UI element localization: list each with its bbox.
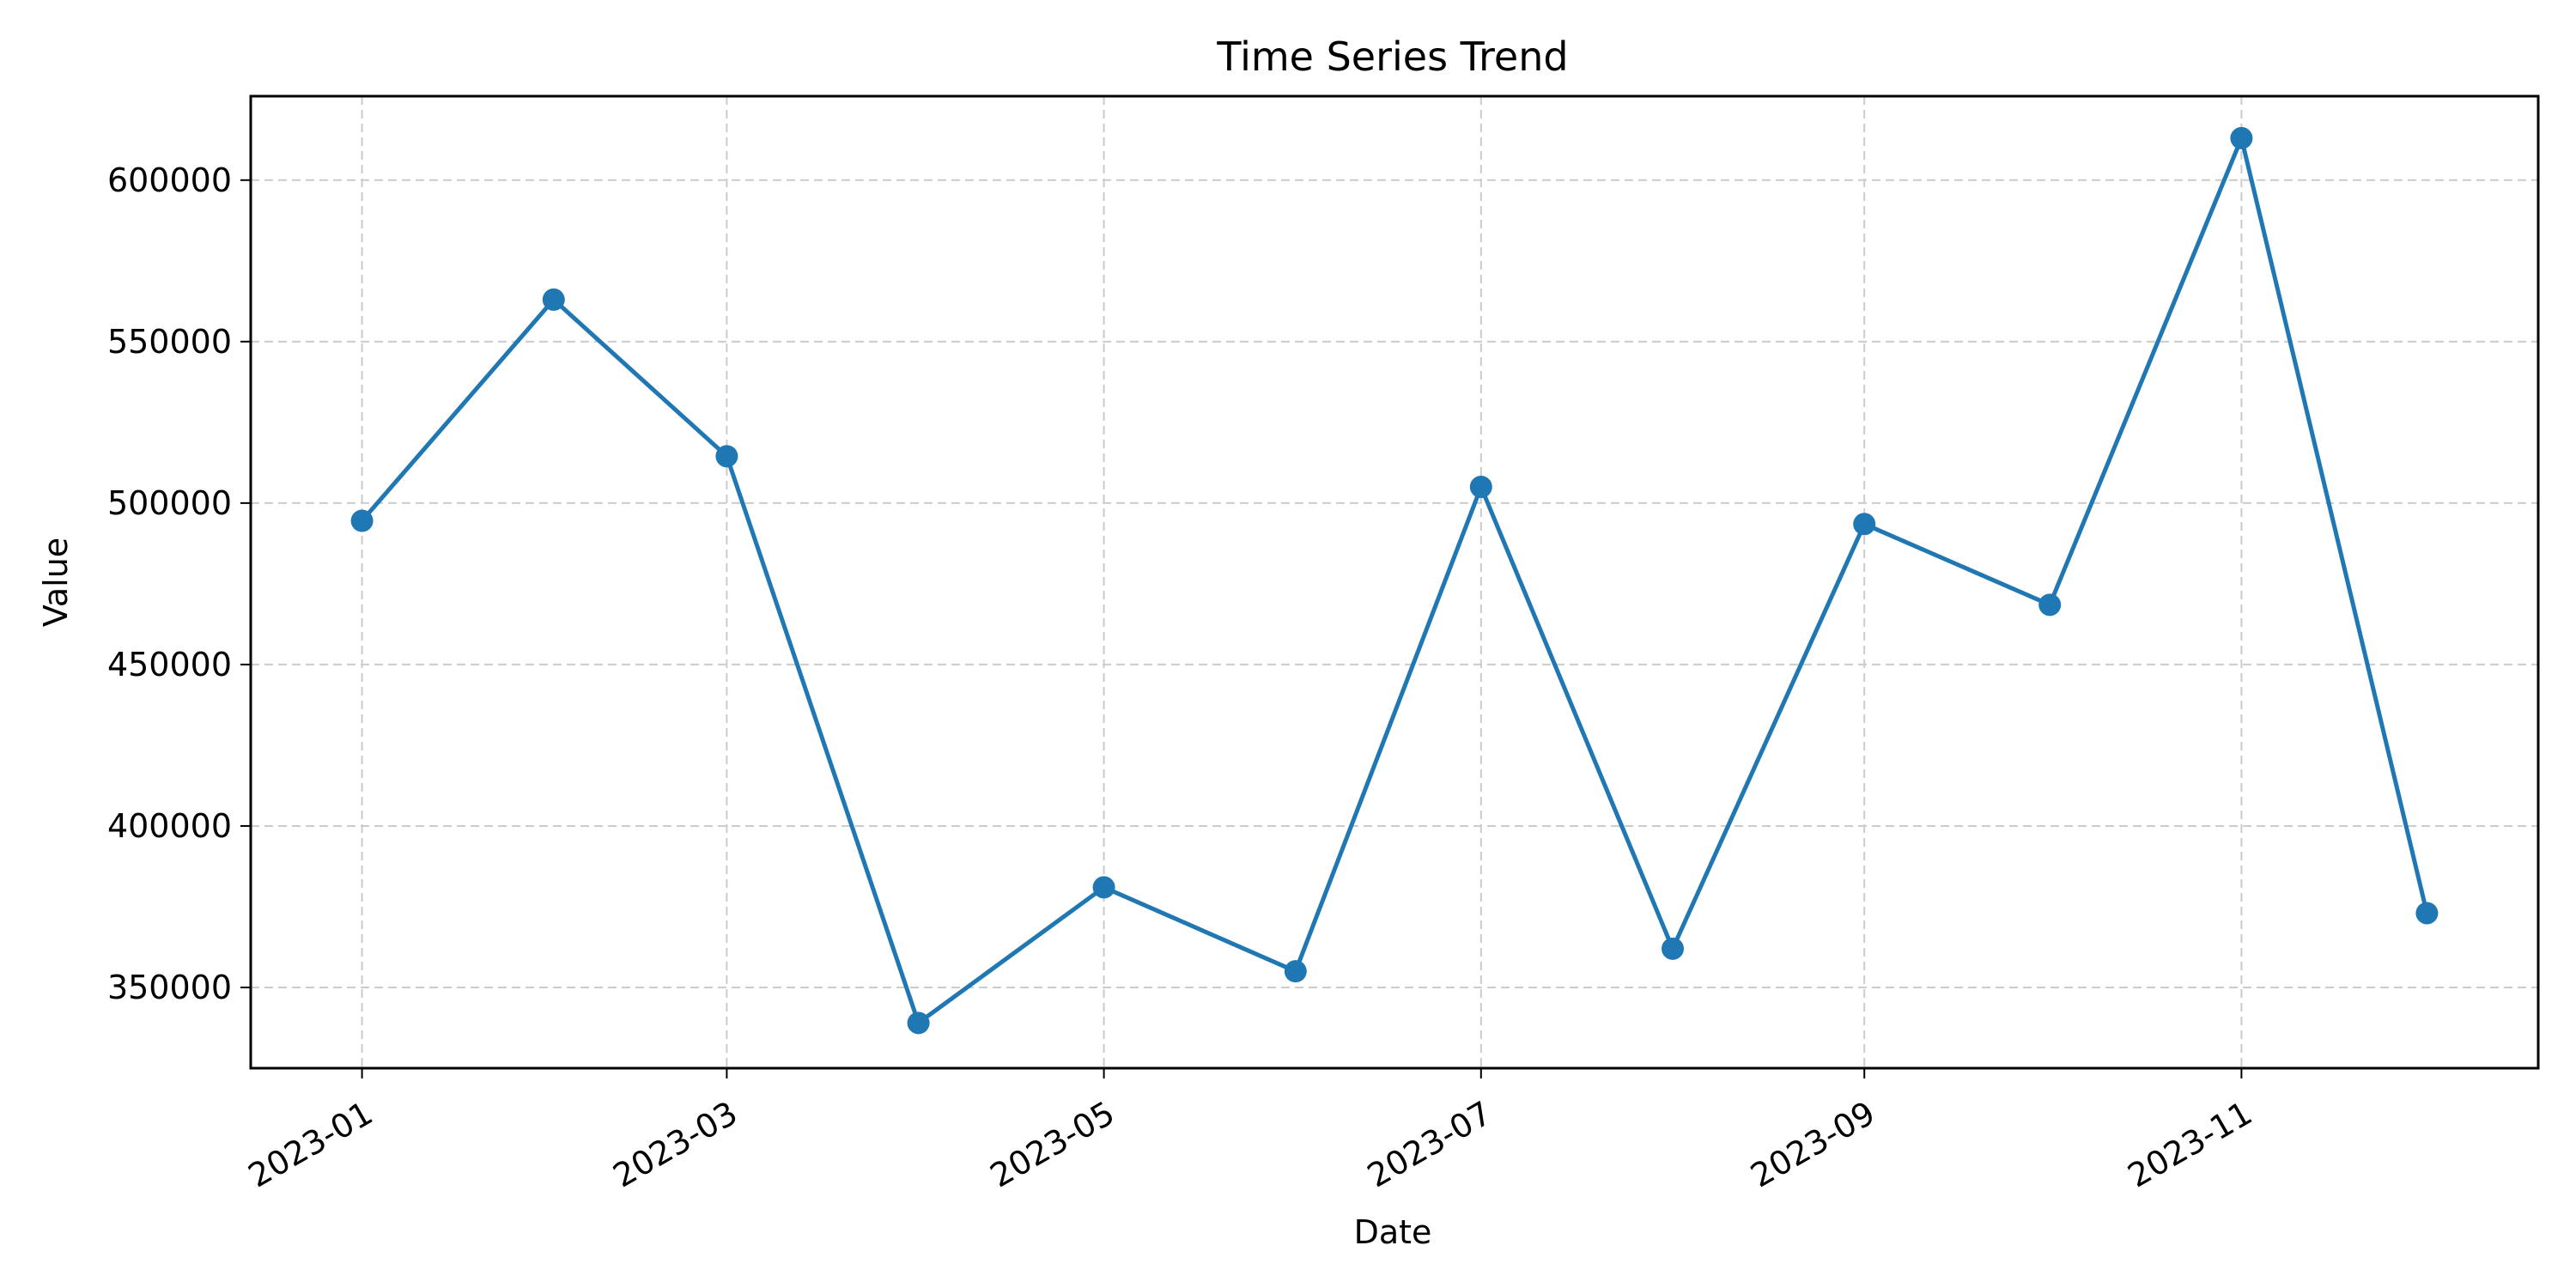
data-point: [350, 509, 374, 532]
y-tick-label: 600000: [107, 161, 232, 199]
data-point: [1284, 960, 1307, 983]
y-tick-label: 400000: [107, 807, 232, 845]
data-point: [542, 288, 565, 311]
y-tick-label: 500000: [107, 484, 232, 522]
x-tick-label: 2023-09: [1744, 1094, 1881, 1194]
data-point: [1662, 937, 1684, 960]
y-tick-label: 350000: [107, 969, 232, 1006]
x-tick-label: 2023-01: [242, 1094, 380, 1194]
x-tick-label: 2023-05: [984, 1094, 1121, 1194]
plot-area-frame: [249, 94, 2540, 1070]
x-tick-label: 2023-07: [1361, 1094, 1498, 1194]
series-line: [360, 136, 2429, 1025]
data-point: [2230, 126, 2253, 149]
data-point: [2038, 593, 2062, 617]
chart-title: Time Series Trend: [1216, 33, 1568, 80]
data-point: [907, 1012, 930, 1035]
y-axis-ticks: 350000 400000 450000 500000 550000 600000: [107, 161, 251, 1006]
data-point: [1469, 476, 1492, 499]
x-axis-label: Date: [1354, 1213, 1432, 1251]
x-tick-label: 2023-03: [607, 1094, 744, 1194]
data-point: [1092, 876, 1115, 899]
data-point: [2415, 902, 2439, 925]
x-tick-label: 2023-11: [2122, 1094, 2259, 1194]
grid-lines: [251, 96, 2538, 1068]
data-point-layer: [350, 126, 2439, 1035]
y-tick-label: 550000: [107, 323, 232, 361]
data-point: [1853, 513, 1876, 536]
series-line-layer: [360, 136, 2429, 1025]
y-axis-label: Value: [37, 538, 75, 627]
data-point: [715, 445, 738, 468]
x-axis-ticks: 2023-01 2023-03 2023-05 2023-07 2023-09 2023-…: [242, 1068, 2258, 1195]
y-tick-label: 450000: [107, 646, 232, 683]
